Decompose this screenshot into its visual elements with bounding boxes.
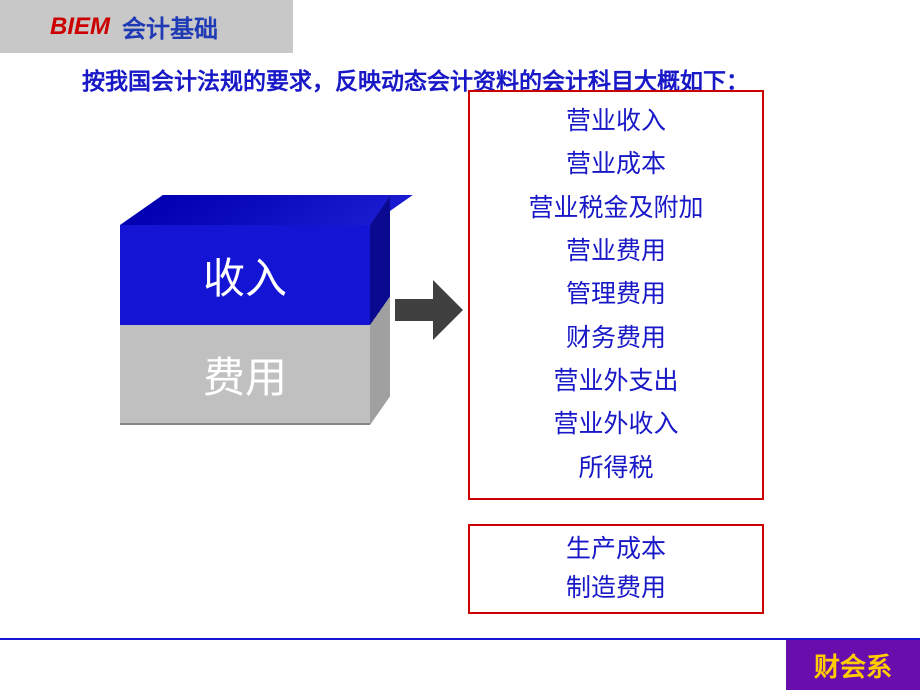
cube-expense-label: 费用: [203, 344, 287, 405]
list-item: 财务费用: [566, 320, 666, 358]
accounts-box-main: 营业收入 营业成本 营业税金及附加 营业费用 管理费用 财务费用 营业外支出 营…: [468, 90, 764, 500]
list-item: 营业税金及附加: [528, 190, 703, 228]
arrow-body: [395, 299, 433, 321]
list-item: 营业费用: [566, 233, 666, 271]
list-item: 营业外收入: [553, 406, 678, 444]
footer-label: 财会系: [814, 647, 892, 684]
cube-income-label: 收入: [203, 245, 287, 306]
cube-expense-block: 费用: [120, 325, 370, 425]
cube-income-block: 收入: [120, 225, 370, 325]
footer-badge: 财会系: [786, 640, 920, 690]
cube-diagram: 收入 费用: [120, 195, 400, 447]
list-item: 营业收入: [566, 103, 666, 141]
arrow-head: [433, 280, 463, 340]
list-item: 管理费用: [566, 276, 666, 314]
cube-side-face: [370, 196, 390, 425]
header-bar: BIEM 会计基础: [0, 0, 293, 53]
list-item: 所得税: [578, 450, 653, 488]
list-item: 营业成本: [566, 146, 666, 184]
header-title: 会计基础: [122, 9, 218, 44]
arrow-icon: [395, 280, 465, 340]
header-brand: BIEM: [50, 13, 110, 41]
cube-top-face: [120, 195, 413, 225]
list-item: 生产成本: [566, 531, 666, 569]
list-item: 制造费用: [566, 570, 666, 608]
list-item: 营业外支出: [553, 363, 678, 401]
divider-line: [0, 638, 920, 640]
accounts-box-secondary: 生产成本 制造费用: [468, 524, 764, 614]
